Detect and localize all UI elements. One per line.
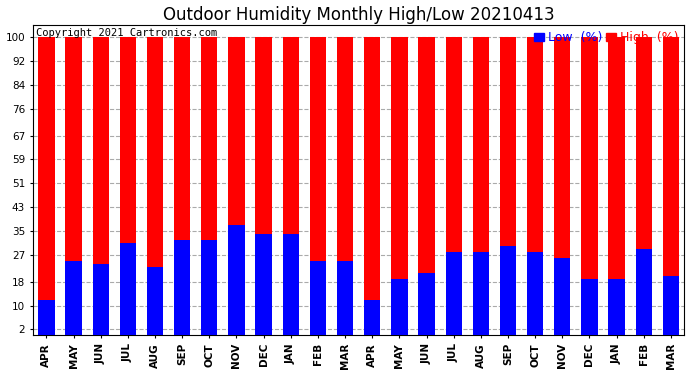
Bar xyxy=(147,267,163,335)
Bar xyxy=(364,300,380,335)
Bar xyxy=(283,37,299,335)
Bar xyxy=(337,37,353,335)
Bar xyxy=(418,37,435,335)
Bar xyxy=(581,279,598,335)
Bar xyxy=(391,37,408,335)
Bar xyxy=(554,37,571,335)
Bar xyxy=(119,243,136,335)
Bar xyxy=(662,37,679,335)
Bar xyxy=(119,37,136,335)
Bar xyxy=(500,37,516,335)
Bar xyxy=(527,252,543,335)
Bar xyxy=(500,246,516,335)
Bar xyxy=(635,249,652,335)
Text: Copyright 2021 Cartronics.com: Copyright 2021 Cartronics.com xyxy=(36,28,217,38)
Bar xyxy=(473,252,489,335)
Bar xyxy=(38,37,55,335)
Title: Outdoor Humidity Monthly High/Low 20210413: Outdoor Humidity Monthly High/Low 202104… xyxy=(163,6,555,24)
Bar xyxy=(527,37,543,335)
Bar xyxy=(446,252,462,335)
Bar xyxy=(228,37,244,335)
Bar xyxy=(174,37,190,335)
Bar xyxy=(446,37,462,335)
Bar xyxy=(201,37,217,335)
Bar xyxy=(66,37,81,335)
Bar xyxy=(228,225,244,335)
Bar xyxy=(92,37,109,335)
Bar xyxy=(554,258,571,335)
Bar xyxy=(174,240,190,335)
Bar xyxy=(662,276,679,335)
Bar xyxy=(147,37,163,335)
Bar xyxy=(581,37,598,335)
Bar xyxy=(255,234,272,335)
Bar xyxy=(609,279,624,335)
Bar xyxy=(310,261,326,335)
Bar xyxy=(418,273,435,335)
Bar xyxy=(337,261,353,335)
Legend: Low  (%), High  (%): Low (%), High (%) xyxy=(534,32,678,44)
Bar xyxy=(364,37,380,335)
Bar xyxy=(66,261,81,335)
Bar xyxy=(283,234,299,335)
Bar xyxy=(609,37,624,335)
Bar xyxy=(473,37,489,335)
Bar xyxy=(255,37,272,335)
Bar xyxy=(201,240,217,335)
Bar xyxy=(38,300,55,335)
Bar xyxy=(92,264,109,335)
Bar xyxy=(310,37,326,335)
Bar xyxy=(635,37,652,335)
Bar xyxy=(391,279,408,335)
